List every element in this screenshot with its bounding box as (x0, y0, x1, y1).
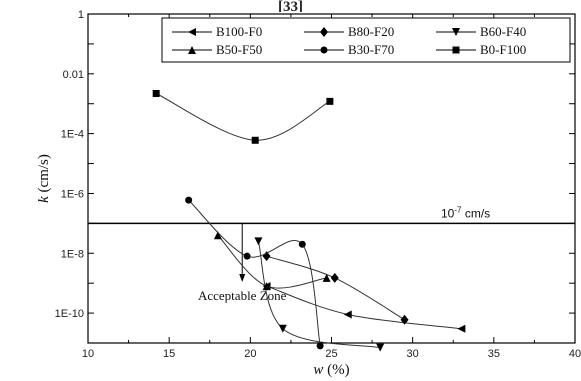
legend-item-b50-f50: B50-F50 (172, 42, 262, 57)
reference-line-group: 10-7 cm/s Acceptable Zone (88, 205, 575, 303)
legend-item-b80-f20: B80-F20 (304, 24, 394, 39)
legend-label: B30-F70 (348, 42, 394, 57)
legend-marker (320, 27, 328, 37)
data-point (185, 196, 193, 204)
data-point (326, 97, 334, 105)
data-point (152, 89, 160, 97)
data-point (343, 310, 352, 319)
data-point (376, 343, 385, 352)
axes: 10 15 20 25 30 35 40 1 0.01 1E-4 1E-6 1E-8 1E-10 (55, 9, 581, 360)
data-point (262, 282, 271, 291)
legend-marker (452, 28, 460, 36)
data-point (316, 342, 324, 350)
data-point (251, 136, 259, 144)
x-tick-label: 30 (407, 348, 419, 360)
legend-label: B60-F40 (480, 24, 526, 39)
series-b0-f100 (152, 89, 334, 144)
y-tick-label: 1 (78, 9, 84, 21)
series-layer (152, 89, 466, 352)
legend: B100-F0 B80-F20 B60-F40 B50-F50 B30-F70 B0-F1… (161, 17, 571, 63)
reference-line-label: 10-7 cm/s (441, 205, 490, 220)
x-tick-label: 20 (244, 348, 256, 360)
data-point (254, 237, 263, 246)
y-axis-label: k (cm/s) (36, 154, 52, 203)
legend-marker (320, 46, 328, 54)
legend-marker (188, 46, 196, 54)
data-point (322, 273, 331, 282)
x-tick-label: 10 (82, 348, 94, 360)
series-b100-f0 (262, 282, 466, 333)
legend-marker (452, 46, 460, 54)
data-point (457, 324, 466, 333)
legend-item-b100-f0: B100-F0 (172, 24, 262, 39)
legend-label: B50-F50 (216, 42, 262, 57)
plot-border (87, 13, 576, 344)
series-curve (217, 234, 327, 289)
y-tick-label: 1E-4 (61, 129, 84, 141)
legend-label: B100-F0 (216, 24, 262, 39)
x-tick-label: 40 (569, 348, 581, 360)
series-curve (188, 199, 321, 346)
x-tick-label: 25 (325, 348, 337, 360)
series-curve (155, 93, 331, 141)
legend-item-b0-f100: B0-F100 (436, 42, 526, 57)
data-point (330, 272, 339, 283)
legend-label: B0-F100 (480, 42, 526, 57)
data-point (400, 314, 409, 325)
legend-item-b60-f40: B60-F40 (436, 24, 526, 39)
y-tick-label: 1E-10 (55, 308, 84, 320)
y-tick-label: 0.01 (63, 69, 84, 81)
figure-reference: [33] (278, 0, 303, 12)
x-tick-label: 35 (488, 348, 500, 360)
data-point (262, 251, 271, 262)
legend-label: B80-F20 (348, 24, 394, 39)
legend-marker (188, 28, 196, 36)
x-axis-label: w (%) (313, 362, 349, 378)
y-tick-label: 1E-8 (61, 248, 84, 260)
acceptable-zone-label: Acceptable Zone (198, 288, 287, 303)
data-point (213, 231, 222, 240)
plot-frame (87, 13, 576, 344)
series-b30-f70 (185, 196, 324, 350)
data-point (298, 240, 306, 248)
axis-labels: w (%) k (cm/s) (36, 154, 350, 378)
legend-item-b30-f70: B30-F70 (304, 42, 394, 57)
data-point (278, 324, 287, 333)
legend-box (161, 17, 571, 63)
acceptable-zone-arrowhead (239, 274, 246, 282)
series-b60-f40 (254, 237, 385, 352)
data-point (243, 252, 251, 260)
series-b80-f20 (262, 251, 409, 325)
y-tick-label: 1E-6 (61, 188, 84, 200)
series-curve (266, 285, 462, 330)
x-tick-label: 15 (163, 348, 175, 360)
